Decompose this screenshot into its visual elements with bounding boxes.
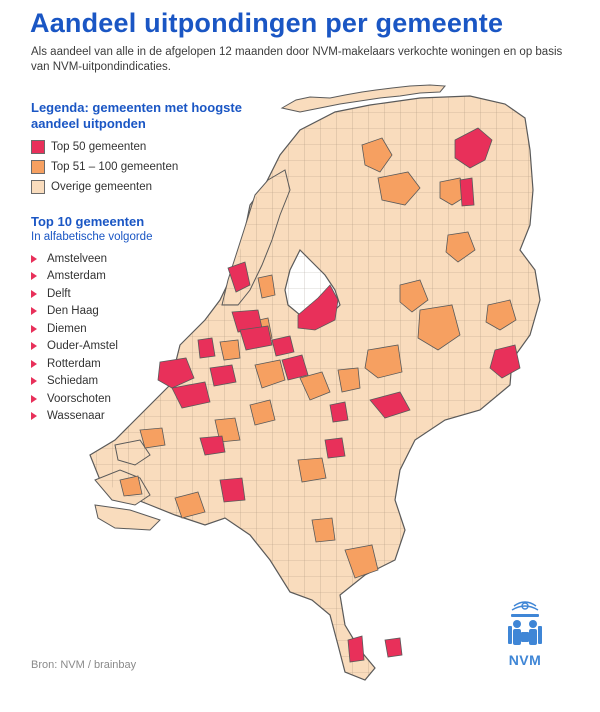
list-item: Schiedam bbox=[31, 373, 231, 391]
legend-title: Legenda: gemeenten met hoogste aandeel u… bbox=[31, 100, 242, 131]
region-red bbox=[271, 335, 295, 357]
list-item: Wassenaar bbox=[31, 408, 231, 426]
top10-list: Top 10 gemeenten In alfabetische volgord… bbox=[31, 214, 231, 425]
region-red bbox=[454, 127, 493, 169]
region-orange bbox=[254, 359, 286, 389]
region-orange bbox=[299, 371, 331, 401]
list-item: Ouder-Amstel bbox=[31, 338, 231, 356]
region-red bbox=[329, 401, 349, 423]
bullet-triangle-icon bbox=[31, 324, 37, 333]
page-subtitle: Als aandeel van alle in de afgelopen 12 … bbox=[31, 46, 563, 73]
list-item: Diemen bbox=[31, 320, 231, 338]
logo-text: NVM bbox=[508, 652, 542, 668]
swatch-top100 bbox=[31, 160, 45, 174]
region-red bbox=[281, 354, 309, 381]
region-orange bbox=[361, 137, 393, 173]
swatch-other bbox=[31, 180, 45, 194]
region-orange bbox=[139, 427, 166, 449]
list-item: Rotterdam bbox=[31, 355, 231, 373]
region-orange bbox=[485, 299, 517, 331]
source-note: Bron: NVM / brainbay bbox=[31, 659, 137, 671]
legend-label: Top 51 – 100 gemeenten bbox=[51, 161, 179, 173]
legend: Legenda: gemeenten met hoogste aandeel u… bbox=[31, 100, 291, 197]
nvm-logo-icon bbox=[508, 601, 542, 645]
list-item: Amsterdam bbox=[31, 268, 231, 286]
bullet-triangle-icon bbox=[31, 254, 37, 263]
region-orange bbox=[344, 544, 379, 579]
top50-regions bbox=[157, 127, 521, 663]
region-orange bbox=[445, 231, 476, 263]
region-orange bbox=[311, 517, 336, 543]
region-red bbox=[297, 284, 339, 331]
region-red bbox=[324, 437, 346, 459]
bullet-triangle-icon bbox=[31, 359, 37, 368]
list-item: Delft bbox=[31, 285, 231, 303]
bullet-triangle-icon bbox=[31, 377, 37, 386]
list-item: Voorschoten bbox=[31, 390, 231, 408]
bullet-triangle-icon bbox=[31, 394, 37, 403]
top10-title: Top 10 gemeenten bbox=[31, 214, 145, 229]
region-red bbox=[239, 325, 273, 351]
region-orange bbox=[417, 304, 461, 351]
region-orange bbox=[219, 339, 241, 361]
wadden-islands bbox=[280, 84, 447, 113]
legend-item-top100: Top 51 – 100 gemeenten bbox=[31, 157, 291, 177]
region-red bbox=[197, 337, 216, 359]
bullet-triangle-icon bbox=[31, 272, 37, 281]
region-orange bbox=[257, 274, 276, 299]
region-orange bbox=[337, 367, 361, 393]
region-orange bbox=[249, 399, 276, 426]
list-item: Amstelveen bbox=[31, 250, 231, 268]
page-title: Aandeel uitpondingen per gemeente bbox=[30, 8, 504, 38]
region-orange bbox=[377, 171, 421, 206]
bullet-triangle-icon bbox=[31, 342, 37, 351]
bullet-triangle-icon bbox=[31, 307, 37, 316]
bullet-triangle-icon bbox=[31, 289, 37, 298]
region-red bbox=[489, 344, 521, 379]
region-orange bbox=[119, 475, 143, 497]
region-red bbox=[227, 261, 251, 293]
list-item: Den Haag bbox=[31, 303, 231, 321]
top51-100-regions bbox=[119, 137, 517, 579]
region-red bbox=[369, 391, 411, 419]
region-red bbox=[157, 357, 195, 389]
region-red bbox=[219, 477, 246, 503]
region-red bbox=[171, 381, 211, 409]
swatch-top50 bbox=[31, 140, 45, 154]
region-red bbox=[199, 435, 226, 456]
region-red bbox=[209, 364, 237, 387]
region-red bbox=[347, 635, 365, 663]
top10-items: Amstelveen Amsterdam Delft Den Haag Diem… bbox=[31, 250, 231, 425]
region-orange bbox=[364, 344, 403, 379]
region-orange bbox=[297, 457, 327, 483]
region-orange bbox=[174, 491, 206, 519]
region-red bbox=[459, 177, 475, 207]
legend-item-other: Overige gemeenten bbox=[31, 177, 291, 197]
legend-label: Overige gemeenten bbox=[51, 181, 153, 193]
legend-item-top50: Top 50 gemeenten bbox=[31, 137, 291, 157]
region-orange bbox=[399, 279, 429, 313]
top10-subtitle: In alfabetische volgorde bbox=[31, 231, 153, 243]
bullet-triangle-icon bbox=[31, 412, 37, 421]
legend-label: Top 50 gemeenten bbox=[51, 141, 147, 153]
region-red bbox=[384, 637, 403, 658]
